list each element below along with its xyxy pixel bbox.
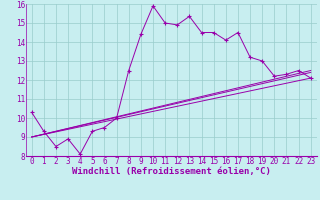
X-axis label: Windchill (Refroidissement éolien,°C): Windchill (Refroidissement éolien,°C) bbox=[72, 167, 271, 176]
